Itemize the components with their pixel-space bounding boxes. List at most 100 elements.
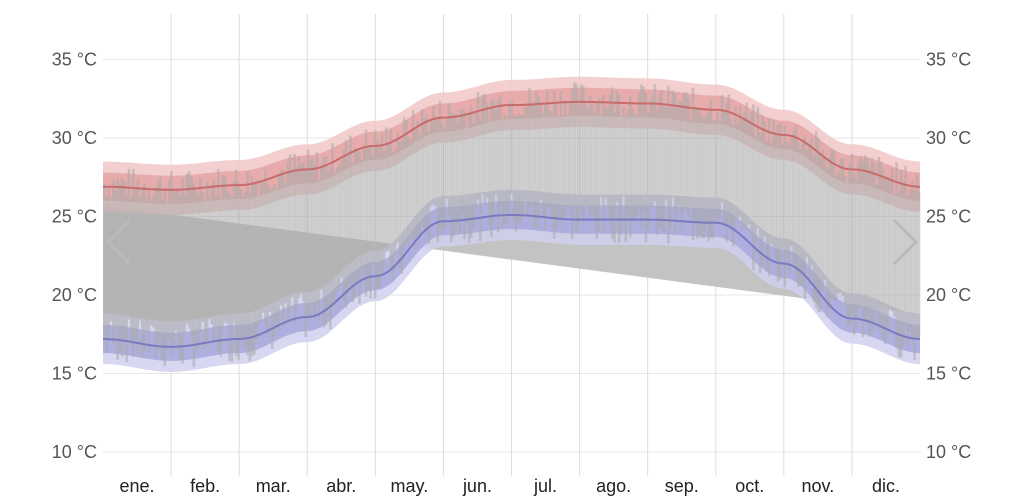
daily-temp-bar xyxy=(526,102,529,215)
daily-temp-bar xyxy=(646,112,650,228)
daily-temp-bar xyxy=(906,195,910,346)
daily-temp-bar xyxy=(232,180,236,324)
daily-temp-bar xyxy=(626,109,630,217)
daily-temp-bar xyxy=(740,119,744,229)
prev-button[interactable] xyxy=(100,212,140,272)
daily-temp-bar xyxy=(201,192,205,322)
daily-temp-bar xyxy=(387,143,390,251)
daily-temp-bar xyxy=(705,113,708,224)
daily-temp-bar xyxy=(409,140,413,238)
daily-temp-bar xyxy=(120,177,124,357)
daily-temp-bar xyxy=(834,175,838,301)
daily-temp-bar xyxy=(152,194,155,328)
daily-temp-bar xyxy=(890,168,894,312)
next-button[interactable] xyxy=(884,212,924,272)
month-label: ago. xyxy=(596,476,631,496)
daily-temp-bar xyxy=(219,198,222,357)
daily-temp-bar xyxy=(250,176,254,357)
daily-temp-bar xyxy=(660,90,663,228)
daily-temp-bar xyxy=(136,178,140,354)
daily-temp-bar xyxy=(510,100,513,195)
daily-temp-bar xyxy=(855,178,858,329)
daily-temp-bar xyxy=(631,108,634,221)
daily-temp-bar xyxy=(698,110,701,235)
daily-temp-bar xyxy=(116,178,119,360)
daily-temp-bar xyxy=(770,142,773,244)
daily-temp-bar xyxy=(579,84,583,211)
daily-temp-bar xyxy=(848,163,851,326)
daily-temp-bar xyxy=(664,107,668,201)
daily-temp-bar xyxy=(326,171,330,308)
daily-temp-bar xyxy=(754,136,757,243)
daily-temp-bar xyxy=(904,165,907,325)
daily-temp-bar xyxy=(749,111,753,235)
daily-temp-bar xyxy=(158,177,162,340)
x-axis: ene. feb. mar. abr. may. jun. jul. ago. sep. oct.… xyxy=(120,476,900,496)
daily-temp-bar xyxy=(642,86,645,212)
daily-temp-bar xyxy=(449,112,453,243)
daily-temp-bar xyxy=(736,122,739,219)
y-tick-label: 10 °C xyxy=(926,442,971,462)
daily-temp-bar xyxy=(360,159,363,269)
daily-temp-bar xyxy=(622,106,625,197)
daily-temp-bar xyxy=(857,161,860,310)
daily-temp-bar xyxy=(358,151,361,304)
daily-temp-bar xyxy=(555,102,558,229)
daily-temp-bar xyxy=(123,181,126,342)
daily-temp-bar xyxy=(841,158,845,296)
y-axis-right: 10 °C 15 °C 20 °C 25 °C 30 °C 35 °C xyxy=(926,50,971,463)
daily-temp-bar xyxy=(109,197,113,322)
daily-temp-bar xyxy=(467,111,471,243)
y-tick-label: 35 °C xyxy=(926,50,971,70)
daily-temp-bar xyxy=(490,100,493,237)
daily-temp-bar xyxy=(385,127,388,252)
y-tick-label: 30 °C xyxy=(52,128,97,148)
month-label: feb. xyxy=(190,476,220,496)
daily-temp-bar xyxy=(138,196,142,321)
daily-temp-bar xyxy=(423,118,426,231)
daily-temp-bar xyxy=(559,91,563,228)
daily-temp-bar xyxy=(273,184,276,337)
daily-temp-bar xyxy=(546,90,549,209)
y-tick-label: 15 °C xyxy=(52,364,97,384)
daily-temp-bar xyxy=(897,192,901,358)
daily-temp-bar xyxy=(837,170,840,294)
daily-temp-bar xyxy=(734,106,737,224)
daily-temp-bar xyxy=(512,115,516,222)
daily-temp-bar xyxy=(452,114,455,238)
daily-temp-bar xyxy=(362,145,366,277)
daily-temp-bar xyxy=(828,157,831,310)
daily-temp-bar xyxy=(411,109,415,239)
daily-temp-bar xyxy=(796,142,800,287)
daily-temp-bar xyxy=(852,173,856,335)
y-tick-label: 25 °C xyxy=(926,207,971,227)
daily-temp-bar xyxy=(373,130,377,299)
daily-temp-bar xyxy=(295,166,299,309)
daily-temp-bar xyxy=(400,139,404,275)
daily-temp-bar xyxy=(629,95,632,238)
daily-temp-bar xyxy=(353,147,357,297)
daily-temp-bar xyxy=(689,120,692,209)
daily-temp-bar xyxy=(329,166,332,330)
daily-temp-bar xyxy=(261,182,265,313)
daily-temp-bar xyxy=(246,171,249,356)
daily-temp-bar xyxy=(602,94,605,232)
daily-temp-bar xyxy=(687,97,690,218)
daily-temp-bar xyxy=(333,173,337,308)
daily-temp-bar xyxy=(447,103,451,216)
daily-temp-bar xyxy=(494,110,498,195)
daily-temp-bar xyxy=(322,157,325,328)
daily-temp-bar xyxy=(438,100,442,229)
daily-temp-bar xyxy=(783,125,786,288)
daily-temp-bar xyxy=(843,175,847,306)
month-label: dic. xyxy=(872,476,900,496)
daily-temp-bar xyxy=(597,98,601,232)
daily-temp-bar xyxy=(667,85,670,244)
daily-temp-bar xyxy=(284,182,287,304)
daily-temp-bar xyxy=(293,153,296,323)
daily-temp-bar xyxy=(870,157,874,333)
daily-temp-bar xyxy=(718,121,722,219)
month-label: jun. xyxy=(462,476,492,496)
daily-temp-bar xyxy=(637,92,641,211)
daily-temp-bar xyxy=(776,124,780,282)
